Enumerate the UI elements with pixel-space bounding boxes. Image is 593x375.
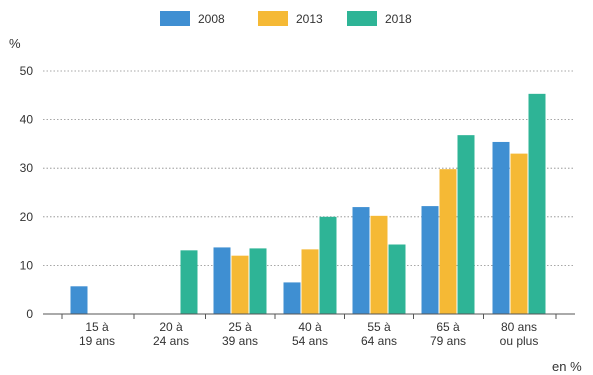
bar-2008-6 [492,141,510,314]
x-category-label: 24 ans [153,334,189,348]
y-tick-label: 50 [20,64,34,78]
bar-2018-1 [180,250,198,314]
legend-swatch-2018 [347,11,377,26]
bar-2008-0 [70,286,88,314]
bar-2013-4 [370,215,388,314]
bars [70,93,546,314]
legend: 2008 2013 2018 [160,11,412,26]
x-category-label: 39 ans [222,334,258,348]
x-category-label: ou plus [500,334,539,348]
x-category-label: 25 à [228,320,252,334]
bar-2018-6 [528,93,546,314]
y-tick-label: 30 [20,161,34,175]
y-axis-label: % [9,36,21,51]
bar-2013-2 [231,255,249,314]
y-tick-label: 0 [26,307,33,321]
x-category-label: 80 ans [501,320,537,334]
bar-2008-4 [352,207,370,314]
y-tick-label: 20 [20,210,34,224]
x-axis-ticks: 15 à19 ans 20 à24 ans 25 à39 ans 40 à54 ans… [61,314,557,348]
bar-2018-4 [388,244,406,314]
legend-swatch-2013 [258,11,288,26]
x-category-label: 20 à [159,320,183,334]
x-category-label: 19 ans [79,334,115,348]
x-category-label: 64 ans [361,334,397,348]
bar-2013-3 [301,249,319,314]
bar-2018-2 [249,248,267,314]
legend-label-2013: 2013 [296,12,323,26]
y-tick-label: 10 [20,258,34,272]
x-category-label: 65 à [436,320,460,334]
bar-2018-5 [457,135,475,314]
bar-2008-2 [213,247,231,314]
bar-2008-5 [421,206,439,314]
x-category-label: 40 à [298,320,322,334]
legend-label-2018: 2018 [385,12,412,26]
bar-2008-3 [283,282,301,314]
x-category-label: 54 ans [292,334,328,348]
x-category-label: 79 ans [430,334,466,348]
y-axis-ticks: 0 10 20 30 40 50 [20,64,34,321]
x-category-label: 55 à [367,320,391,334]
bar-2013-5 [439,169,457,314]
y-tick-label: 40 [20,113,34,127]
legend-label-2008: 2008 [198,12,225,26]
bar-2018-3 [319,216,337,314]
footer-unit-label: en % [552,359,582,374]
x-category-label: 15 à [85,320,109,334]
bar-2013-6 [510,153,528,314]
legend-swatch-2008 [160,11,190,26]
